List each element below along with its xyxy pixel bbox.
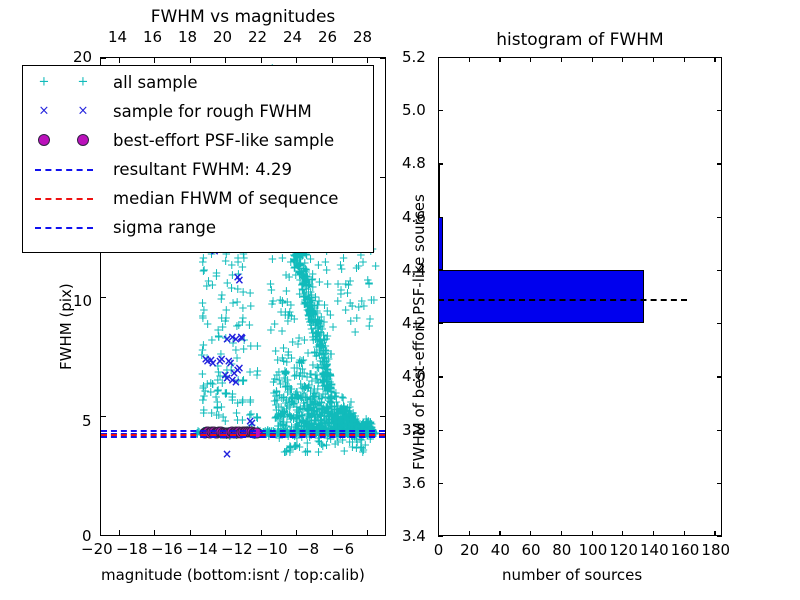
dashdot-line-icon [27, 214, 113, 240]
top-tick-label: 16 [143, 28, 163, 46]
bottom-tick-label: −12 [221, 540, 253, 558]
x-tick-label: 40 [490, 541, 510, 559]
left-panel-title: FWHM vs magnitudes [150, 7, 336, 27]
y-tick-label: 5.2 [402, 48, 426, 66]
legend-label: median FHWM of sequence [113, 188, 339, 208]
x-tick-label: 180 [701, 541, 731, 559]
dashed-line-icon [27, 185, 113, 211]
top-tick-label: 14 [108, 28, 128, 46]
legend-box: + + all sample × × sample for rough FWHM b… [22, 65, 374, 253]
x-tick-label: 140 [640, 541, 669, 559]
median-fwhm-marker [438, 299, 687, 302]
legend-label: best-effort PSF-like sample [113, 130, 335, 150]
circle-icon [27, 127, 113, 153]
y-tick-label: 4.2 [402, 314, 426, 333]
median-fwhm-line [101, 434, 385, 436]
histogram-bar [438, 269, 644, 324]
bottom-tick-label: −20 [81, 540, 113, 558]
cross-icon: × × [38, 103, 89, 119]
legend-item[interactable]: × × sample for rough FWHM [27, 98, 312, 124]
y-tick-label: 10 [73, 292, 93, 310]
y-tick-label: 4.6 [402, 207, 426, 226]
bottom-tick-label: −16 [151, 540, 183, 558]
histogram-bar [438, 163, 440, 217]
y-tick-label: 0 [82, 527, 92, 545]
y-tick-label: 5 [82, 412, 92, 430]
bottom-tick-label: −6 [332, 540, 355, 558]
sigma-range-lower-line [101, 436, 385, 438]
x-tick-label: 160 [670, 541, 700, 559]
legend-item[interactable]: sigma range [27, 214, 216, 240]
y-tick-label: 20 [73, 48, 93, 66]
legend-label: sample for rough FWHM [113, 101, 312, 121]
x-tick-label: 60 [521, 541, 541, 559]
bottom-tick-label: −8 [297, 540, 320, 558]
histogram-bars-layer [438, 57, 722, 536]
bottom-tick-label: −14 [186, 540, 218, 558]
y-tick-label: 3.4 [402, 527, 426, 545]
top-tick-label: 18 [178, 28, 198, 46]
left-panel-ylabel: FWHM (pix) [57, 283, 75, 370]
x-tick-label: 20 [460, 541, 480, 559]
y-tick-label: 4.4 [402, 260, 426, 279]
histogram-bar [438, 216, 443, 270]
bottom-tick-label: −10 [256, 540, 288, 558]
top-tick-label: 20 [213, 28, 233, 46]
legend-item[interactable]: best-effort PSF-like sample [27, 127, 334, 153]
plus-icon: + + [38, 74, 89, 90]
left-panel-xlabel: magnitude (bottom:isnt / top:calib) [101, 566, 365, 584]
right-panel-xlabel: number of sources [502, 566, 643, 584]
x-tick-label: 0 [433, 541, 444, 559]
y-tick-label: 5.0 [402, 101, 426, 120]
sigma-range-upper-line [101, 430, 385, 432]
top-tick-label: 24 [283, 28, 303, 46]
right-panel-title: histogram of FWHM [496, 30, 664, 50]
right-panel-ylabel: FWHM of best-effort PSF-like sources [410, 194, 428, 470]
dashed-line-icon [27, 156, 113, 182]
legend-label: sigma range [113, 217, 217, 237]
legend-label: all sample [113, 72, 198, 92]
top-tick-label: 26 [318, 28, 338, 46]
y-tick-label: 4.8 [402, 154, 426, 173]
top-tick-label: 22 [248, 28, 268, 46]
legend-item[interactable]: + + all sample [27, 69, 198, 95]
x-tick-label: 80 [552, 541, 572, 559]
x-tick-label: 120 [609, 541, 638, 559]
legend-label: resultant FWHM: 4.29 [113, 159, 292, 179]
legend-item[interactable]: median FHWM of sequence [27, 185, 338, 211]
y-tick-label: 3.6 [402, 473, 426, 492]
y-tick-label: 3.8 [402, 420, 426, 439]
y-tick-label: 4.0 [402, 367, 426, 386]
bottom-tick-label: −18 [116, 540, 148, 558]
x-tick-label: 100 [578, 541, 608, 559]
legend-item[interactable]: resultant FWHM: 4.29 [27, 156, 292, 182]
top-tick-label: 28 [353, 28, 373, 46]
